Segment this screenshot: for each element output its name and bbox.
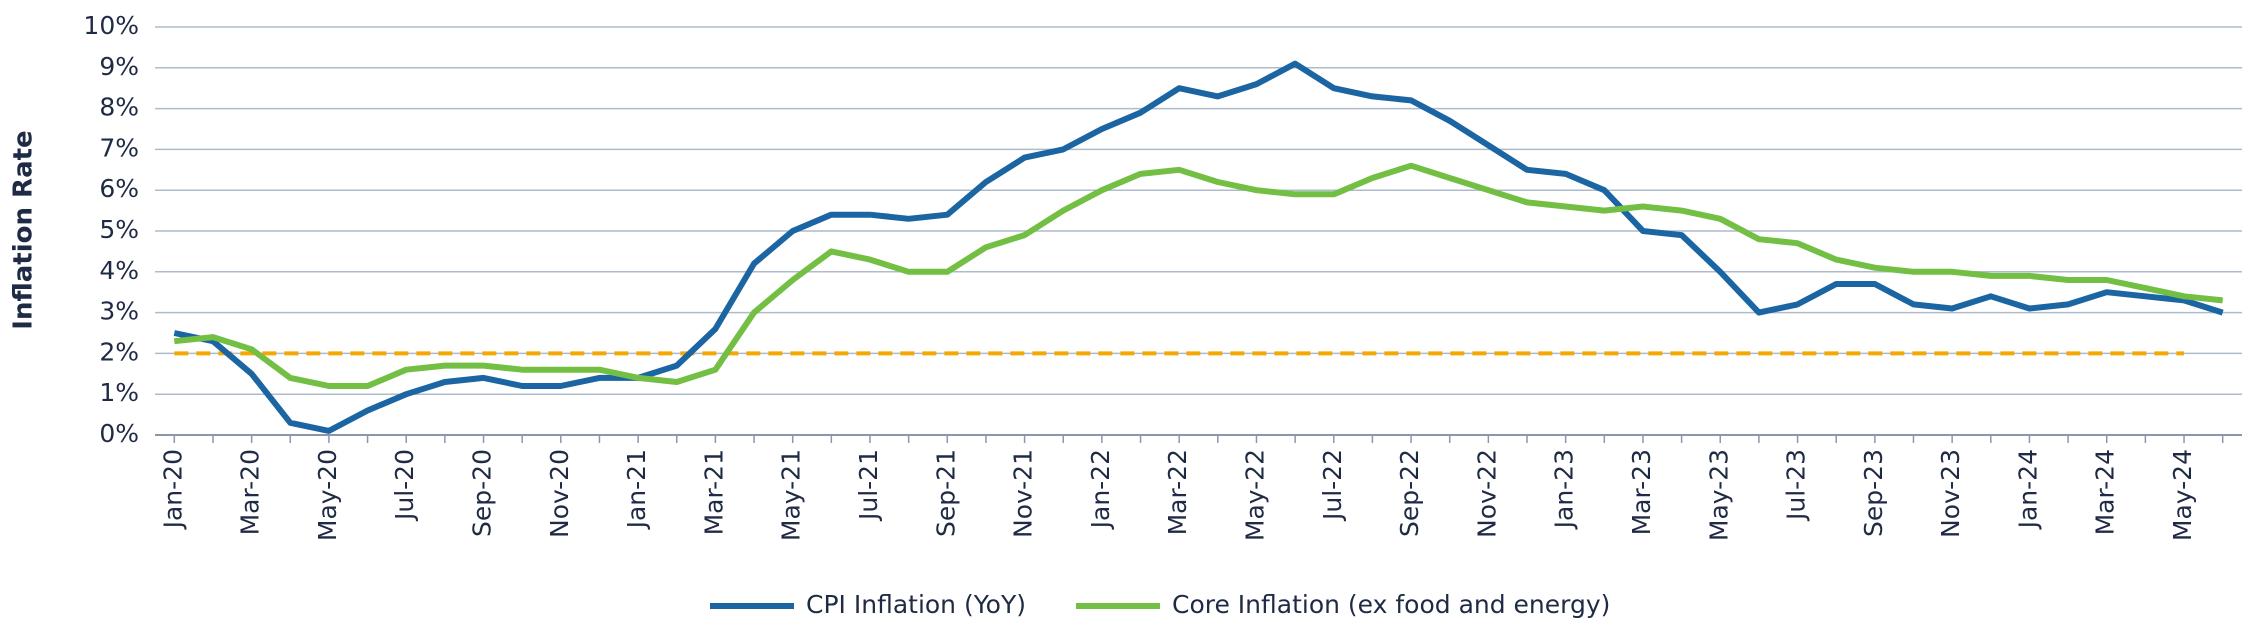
x-tick-label: Nov-22 (1472, 449, 1501, 538)
x-tick-label: Jul-21 (854, 449, 883, 522)
x-tick-label: May-21 (777, 449, 806, 541)
x-tick-label: Sep-22 (1395, 449, 1424, 537)
x-tick-label: Jan-21 (622, 449, 651, 530)
x-tick-label: Mar-21 (699, 449, 728, 535)
y-tick-label: 7% (99, 133, 139, 162)
x-tick-label: May-20 (313, 449, 342, 541)
x-tick-label: Mar-23 (1627, 449, 1656, 535)
legend-label: CPI Inflation (YoY) (806, 590, 1026, 619)
y-tick-label: 8% (99, 93, 139, 122)
x-tick-label: Jan-23 (1550, 449, 1579, 530)
x-tick-label: Nov-21 (1009, 449, 1038, 538)
x-tick-label: May-23 (1704, 449, 1733, 541)
y-tick-label: 3% (99, 297, 139, 326)
x-tick-label: Jan-22 (1086, 449, 1115, 530)
x-tick-label: Jul-22 (1318, 449, 1347, 522)
series-line (173, 162, 2224, 389)
y-tick-label: 0% (99, 419, 139, 448)
y-tick-label: 2% (99, 337, 139, 366)
y-tick-label: 6% (99, 174, 139, 203)
y-tick-label: 5% (99, 215, 139, 244)
x-tick-label: Jul-23 (1782, 449, 1811, 522)
x-tick-label: May-24 (2168, 449, 2197, 541)
y-axis-label: Inflation Rate (9, 130, 39, 329)
x-tick-label: Nov-23 (1936, 449, 1965, 538)
series-line (173, 60, 2224, 434)
x-tick-label: Mar-24 (2091, 449, 2120, 535)
legend-label: Core Inflation (ex food and energy) (1172, 590, 1610, 619)
y-tick-label: 1% (99, 378, 139, 407)
x-tick-label: Jul-20 (390, 449, 419, 522)
x-tick-label: May-22 (1240, 449, 1269, 541)
x-tick-label: Sep-21 (931, 449, 960, 537)
x-tick-label: Sep-20 (468, 449, 497, 537)
y-tick-label: 4% (99, 256, 139, 285)
x-tick-label: Nov-20 (545, 449, 574, 538)
y-tick-label: 10% (83, 11, 139, 40)
x-tick-label: Mar-20 (236, 449, 265, 535)
x-tick-label: Jan-20 (158, 449, 187, 530)
x-tick-label: Sep-23 (1859, 449, 1888, 537)
y-tick-label: 9% (99, 52, 139, 81)
x-tick-label: Jan-24 (2013, 449, 2042, 530)
x-tick-label: Mar-22 (1163, 449, 1192, 535)
